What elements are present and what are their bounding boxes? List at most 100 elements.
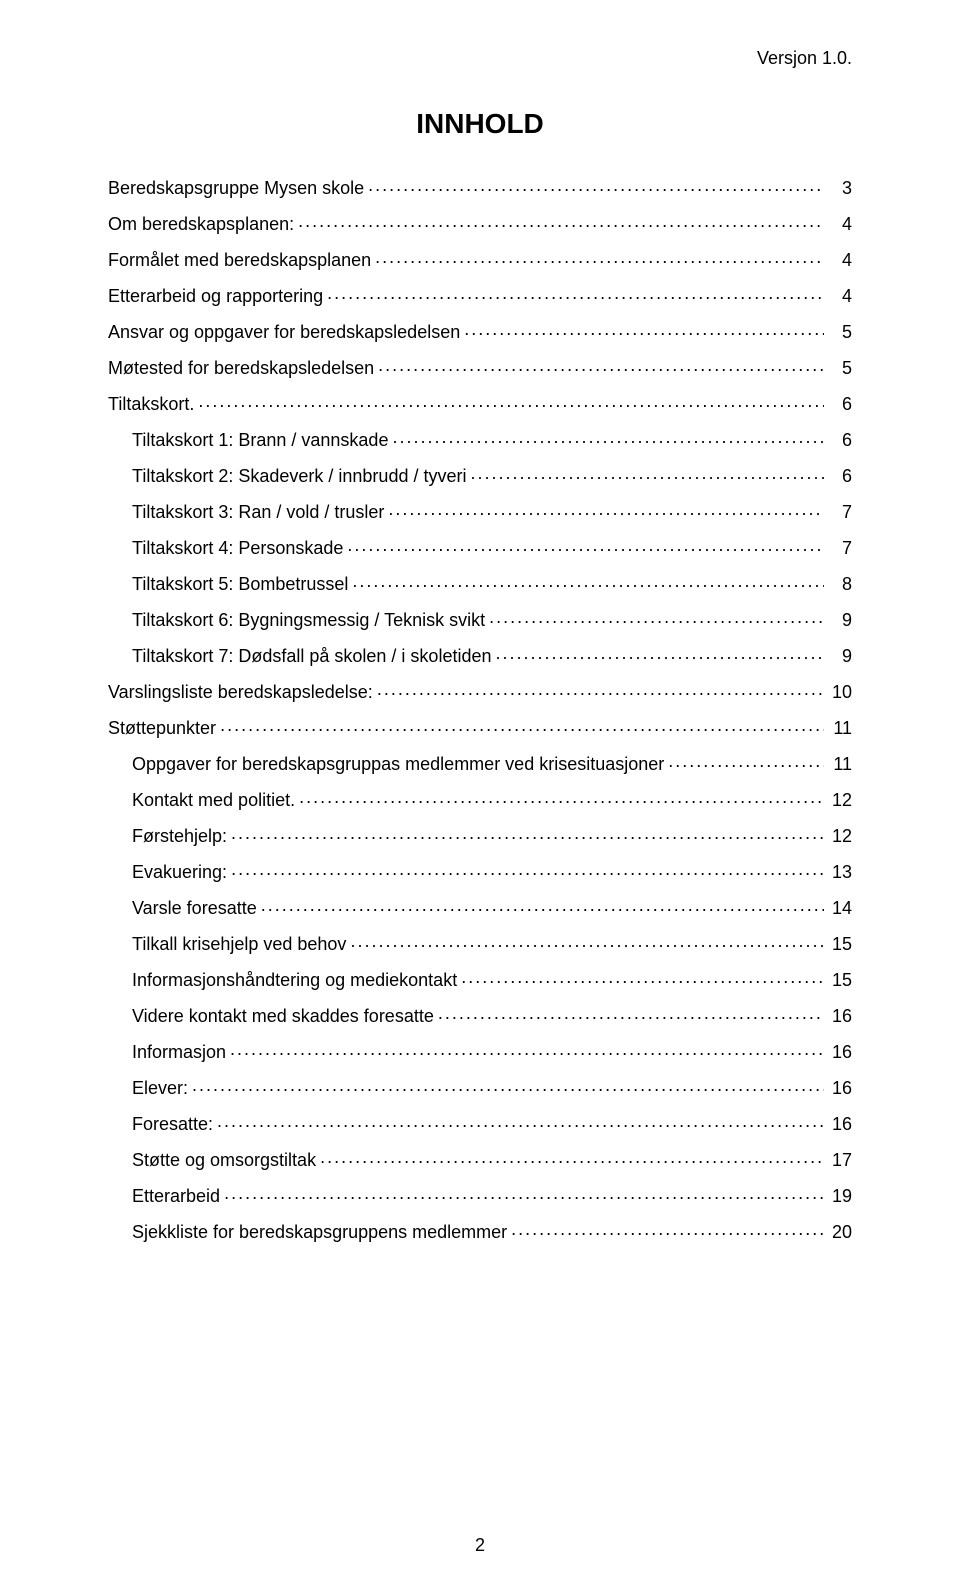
toc-leader-dots (495, 644, 824, 662)
toc-leader-dots (375, 248, 824, 266)
toc-entry-label: Oppgaver for beredskapsgruppas medlemmer… (132, 755, 664, 773)
toc-entry[interactable]: Etterarbeid og rapportering 4 (108, 284, 852, 305)
toc-entry-page: 20 (828, 1223, 852, 1241)
toc-leader-dots (261, 896, 824, 914)
version-label: Versjon 1.0. (757, 48, 852, 69)
toc-entry-label: Tiltakskort 2: Skadeverk / innbrudd / ty… (132, 467, 466, 485)
toc-leader-dots (350, 932, 824, 950)
toc-entry-page: 4 (828, 251, 852, 269)
toc-entry[interactable]: Informasjonshåndtering og mediekontakt 15 (108, 968, 852, 989)
toc-entry-label: Videre kontakt med skaddes foresatte (132, 1007, 434, 1025)
toc-entry[interactable]: Foresatte: 16 (108, 1112, 852, 1133)
document-page: Versjon 1.0. INNHOLD Beredskapsgruppe My… (0, 0, 960, 1596)
toc-entry[interactable]: Informasjon 16 (108, 1040, 852, 1061)
toc-leader-dots (511, 1220, 824, 1238)
toc-entry-page: 3 (828, 179, 852, 197)
toc-entry[interactable]: Støtte og omsorgstiltak17 (108, 1148, 852, 1169)
toc-leader-dots (327, 284, 824, 302)
toc-entry[interactable]: Tiltakskort 2: Skadeverk / innbrudd / ty… (108, 464, 852, 485)
toc-leader-dots (368, 176, 824, 194)
toc-leader-dots (388, 500, 824, 518)
toc-entry-label: Tiltakskort 4: Personskade (132, 539, 343, 557)
toc-entry[interactable]: Om beredskapsplanen: 4 (108, 212, 852, 233)
toc-entry-page: 14 (828, 899, 852, 917)
toc-entry-label: Evakuering: (132, 863, 227, 881)
toc-entry-page: 6 (828, 467, 852, 485)
toc-entry-page: 12 (828, 791, 852, 809)
toc-entry[interactable]: Elever: 16 (108, 1076, 852, 1097)
toc-entry-label: Tiltakskort. (108, 395, 194, 413)
toc-leader-dots (489, 608, 824, 626)
toc-entry-page: 19 (828, 1187, 852, 1205)
toc-entry[interactable]: Tiltakskort. 6 (108, 392, 852, 413)
toc-entry[interactable]: Tiltakskort 4: Personskade 7 (108, 536, 852, 557)
toc-entry[interactable]: Tilkall krisehjelp ved behov15 (108, 932, 852, 953)
toc-entry-page: 6 (828, 395, 852, 413)
toc-entry-page: 8 (828, 575, 852, 593)
toc-entry-page: 10 (828, 683, 852, 701)
toc-entry[interactable]: Tiltakskort 6: Bygningsmessig / Teknisk … (108, 608, 852, 629)
toc-entry[interactable]: Kontakt med politiet. 12 (108, 788, 852, 809)
toc-entry-page: 9 (828, 611, 852, 629)
toc-entry-page: 16 (828, 1115, 852, 1133)
toc-entry[interactable]: Tiltakskort 1: Brann / vannskade6 (108, 428, 852, 449)
toc-entry[interactable]: Beredskapsgruppe Mysen skole 3 (108, 176, 852, 197)
toc-entry-label: Elever: (132, 1079, 188, 1097)
toc-entry-page: 5 (828, 359, 852, 377)
toc-entry[interactable]: Tiltakskort 3: Ran / vold / trusler7 (108, 500, 852, 521)
toc-entry-page: 15 (828, 971, 852, 989)
toc-entry-label: Støtte og omsorgstiltak (132, 1151, 316, 1169)
toc-entry[interactable]: Tiltakskort 7: Dødsfall på skolen / i sk… (108, 644, 852, 665)
toc-entry[interactable]: Støttepunkter11 (108, 716, 852, 737)
toc-entry[interactable]: Videre kontakt med skaddes foresatte16 (108, 1004, 852, 1025)
toc-entry[interactable]: Formålet med beredskapsplanen 4 (108, 248, 852, 269)
toc-leader-dots (392, 428, 824, 446)
toc-entry-label: Sjekkliste for beredskapsgruppens medlem… (132, 1223, 507, 1241)
toc-entry[interactable]: Førstehjelp:12 (108, 824, 852, 845)
toc-leader-dots (668, 752, 824, 770)
toc-entry-label: Møtested for beredskapsledelsen (108, 359, 374, 377)
toc-leader-dots (299, 788, 824, 806)
toc-entry[interactable]: Varsle foresatte 14 (108, 896, 852, 917)
toc-entry[interactable]: Tiltakskort 5: Bombetrussel 8 (108, 572, 852, 593)
toc-entry-page: 7 (828, 503, 852, 521)
toc-leader-dots (217, 1112, 824, 1130)
toc-entry-page: 16 (828, 1043, 852, 1061)
toc-entry-page: 16 (828, 1079, 852, 1097)
toc-leader-dots (352, 572, 824, 590)
toc-entry[interactable]: Evakuering:13 (108, 860, 852, 881)
toc-entry-label: Tiltakskort 5: Bombetrussel (132, 575, 348, 593)
toc-leader-dots (231, 824, 824, 842)
toc-entry-label: Tilkall krisehjelp ved behov (132, 935, 346, 953)
toc-entry-label: Formålet med beredskapsplanen (108, 251, 371, 269)
toc-leader-dots (224, 1184, 824, 1202)
toc-entry-label: Informasjonshåndtering og mediekontakt (132, 971, 457, 989)
toc-leader-dots (192, 1076, 824, 1094)
toc-entry[interactable]: Ansvar og oppgaver for beredskapsledelse… (108, 320, 852, 341)
toc-entry-label: Varslingsliste beredskapsledelse: (108, 683, 373, 701)
toc-leader-dots (470, 464, 824, 482)
table-of-contents: Beredskapsgruppe Mysen skole 3 Om beredska… (108, 176, 852, 1241)
toc-entry[interactable]: Varslingsliste beredskapsledelse: 10 (108, 680, 852, 701)
toc-entry-page: 4 (828, 215, 852, 233)
toc-entry[interactable]: Møtested for beredskapsledelsen 5 (108, 356, 852, 377)
toc-entry-label: Beredskapsgruppe Mysen skole (108, 179, 364, 197)
toc-entry-label: Tiltakskort 6: Bygningsmessig / Teknisk … (132, 611, 485, 629)
page-title: INNHOLD (108, 108, 852, 140)
toc-entry-label: Varsle foresatte (132, 899, 257, 917)
toc-entry-label: Etterarbeid og rapportering (108, 287, 323, 305)
toc-leader-dots (198, 392, 824, 410)
toc-entry-label: Om beredskapsplanen: (108, 215, 294, 233)
toc-leader-dots (438, 1004, 824, 1022)
toc-entry[interactable]: Etterarbeid19 (108, 1184, 852, 1205)
toc-entry-page: 7 (828, 539, 852, 557)
toc-entry-label: Kontakt med politiet. (132, 791, 295, 809)
toc-entry[interactable]: Oppgaver for beredskapsgruppas medlemmer… (108, 752, 852, 773)
toc-entry-label: Informasjon (132, 1043, 226, 1061)
toc-entry-label: Foresatte: (132, 1115, 213, 1133)
toc-entry-label: Førstehjelp: (132, 827, 227, 845)
toc-entry-label: Tiltakskort 1: Brann / vannskade (132, 431, 388, 449)
toc-entry-page: 11 (828, 719, 852, 737)
toc-entry-page: 4 (828, 287, 852, 305)
toc-entry[interactable]: Sjekkliste for beredskapsgruppens medlem… (108, 1220, 852, 1241)
